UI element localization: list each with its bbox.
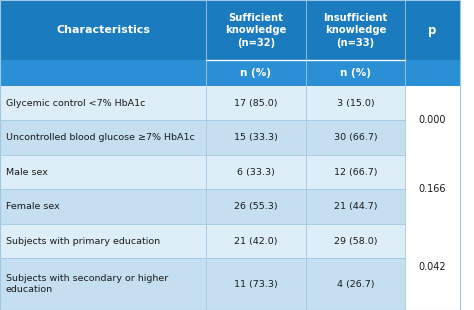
Bar	[206, 258, 306, 310]
Text: p: p	[428, 24, 437, 37]
Text: Insufficient
knowledge
(n=33): Insufficient knowledge (n=33)	[323, 13, 388, 48]
Bar	[206, 0, 306, 60]
Text: 17 (85.0): 17 (85.0)	[234, 99, 278, 108]
Text: 0.166: 0.166	[419, 184, 447, 194]
Bar	[405, 189, 460, 224]
Text: Characteristics: Characteristics	[56, 25, 150, 35]
Text: 4 (26.7): 4 (26.7)	[337, 280, 374, 289]
Bar	[405, 155, 460, 224]
Text: 11 (73.3): 11 (73.3)	[234, 280, 278, 289]
Bar	[405, 60, 460, 86]
Bar	[0, 86, 206, 120]
Bar	[306, 155, 405, 189]
Text: n (%): n (%)	[340, 68, 371, 78]
Bar	[206, 155, 306, 189]
Bar	[405, 258, 460, 310]
Bar	[405, 120, 460, 155]
Bar	[0, 155, 206, 189]
Bar	[405, 0, 460, 60]
Bar	[0, 258, 206, 310]
Bar	[306, 0, 405, 60]
Text: Subjects with primary education: Subjects with primary education	[6, 237, 160, 246]
Bar	[0, 0, 206, 60]
Bar	[206, 224, 306, 258]
Text: 15 (33.3): 15 (33.3)	[234, 133, 278, 142]
Text: 12 (66.7): 12 (66.7)	[334, 168, 377, 177]
Text: 3 (15.0): 3 (15.0)	[337, 99, 374, 108]
Bar	[306, 120, 405, 155]
Bar	[405, 224, 460, 258]
Bar	[405, 224, 460, 310]
Bar	[0, 60, 206, 86]
Text: 21 (42.0): 21 (42.0)	[234, 237, 278, 246]
Bar	[206, 86, 306, 120]
Text: Subjects with secondary or higher
education: Subjects with secondary or higher educat…	[6, 274, 168, 294]
Text: 29 (58.0): 29 (58.0)	[334, 237, 377, 246]
Bar	[306, 224, 405, 258]
Bar	[206, 189, 306, 224]
Bar	[0, 120, 206, 155]
Bar	[306, 86, 405, 120]
Bar	[206, 120, 306, 155]
Text: 0.000: 0.000	[419, 115, 447, 125]
Text: Uncontrolled blood glucose ≥7% HbA1c: Uncontrolled blood glucose ≥7% HbA1c	[6, 133, 194, 142]
Bar	[405, 86, 460, 155]
Text: 30 (66.7): 30 (66.7)	[334, 133, 377, 142]
Bar	[306, 189, 405, 224]
Bar	[0, 224, 206, 258]
Text: n (%): n (%)	[240, 68, 272, 78]
Text: 0.042: 0.042	[419, 262, 447, 272]
Bar	[405, 155, 460, 189]
Text: Female sex: Female sex	[6, 202, 59, 211]
Text: Male sex: Male sex	[6, 168, 47, 177]
Bar	[306, 258, 405, 310]
Bar	[405, 86, 460, 120]
Bar	[206, 60, 306, 86]
Text: 21 (44.7): 21 (44.7)	[334, 202, 377, 211]
Text: 26 (55.3): 26 (55.3)	[234, 202, 278, 211]
Bar	[0, 189, 206, 224]
Bar	[306, 60, 405, 86]
Text: Sufficient
knowledge
(n=32): Sufficient knowledge (n=32)	[225, 13, 287, 48]
Text: 6 (33.3): 6 (33.3)	[237, 168, 275, 177]
Text: Glycemic control <7% HbA1c: Glycemic control <7% HbA1c	[6, 99, 145, 108]
